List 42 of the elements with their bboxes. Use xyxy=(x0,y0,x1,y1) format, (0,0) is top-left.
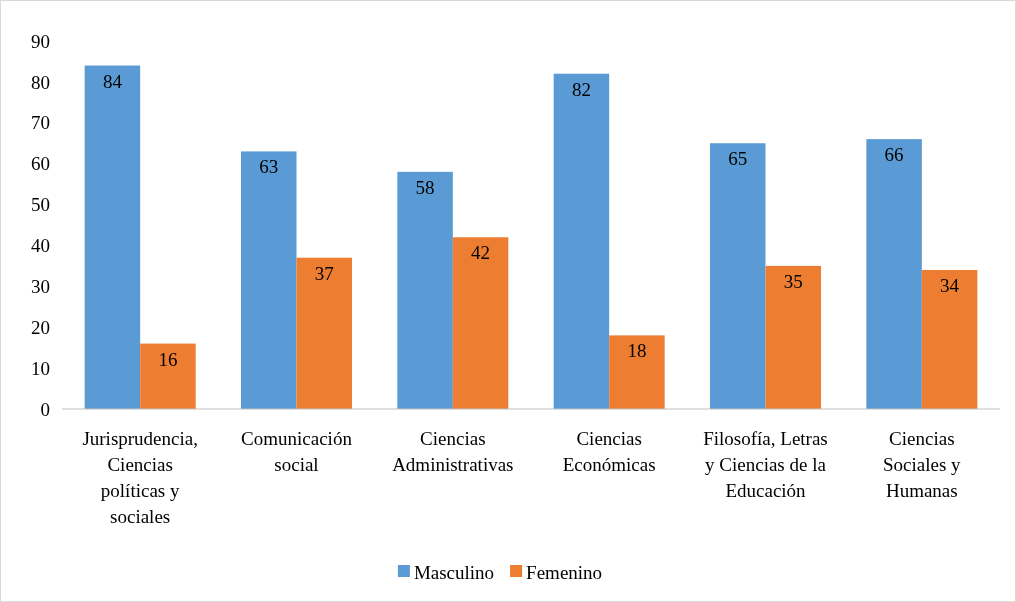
x-tick-label: Filosofía, Letras y Ciencias de la Educación xyxy=(703,428,828,501)
bar xyxy=(397,171,453,409)
y-tick-label: 60 xyxy=(31,153,50,175)
data-label: 58 xyxy=(415,176,435,198)
data-label: 82 xyxy=(571,78,591,100)
data-label: 37 xyxy=(314,262,334,284)
bar xyxy=(765,265,821,409)
data-label: 35 xyxy=(783,270,803,292)
y-tick-label: 40 xyxy=(31,235,50,257)
bar xyxy=(296,257,352,409)
x-tick-label: Comunicación social xyxy=(241,428,353,475)
y-tick-label: 30 xyxy=(31,275,50,297)
bar xyxy=(241,151,297,409)
data-label: 34 xyxy=(940,274,960,296)
data-label: 16 xyxy=(158,348,178,370)
y-tick-label: 50 xyxy=(31,194,50,216)
y-tick-label: 10 xyxy=(31,357,50,379)
data-label: 66 xyxy=(884,144,904,166)
y-tick-label: 80 xyxy=(31,71,50,93)
x-tick-label: Ciencias Administrativas xyxy=(392,428,514,475)
y-tick-label: 70 xyxy=(31,112,50,134)
data-label: 63 xyxy=(259,156,279,178)
data-label: 84 xyxy=(102,70,123,92)
legend-label: Masculino xyxy=(413,561,495,583)
x-tick-label: Ciencias Económicas xyxy=(562,428,656,475)
data-label: 65 xyxy=(728,148,748,170)
y-tick-label: 90 xyxy=(31,30,50,52)
data-label: 18 xyxy=(627,340,647,362)
bar xyxy=(866,139,922,409)
bar xyxy=(921,269,978,409)
y-tick-label: 0 xyxy=(40,398,50,420)
bar xyxy=(609,335,665,409)
x-tick-label: Ciencias Sociales y Humanas xyxy=(883,428,962,501)
data-label: 42 xyxy=(471,242,491,264)
bar xyxy=(710,143,766,409)
bar xyxy=(452,237,509,409)
legend-label: Femenino xyxy=(526,561,603,583)
y-tick-label: 20 xyxy=(31,316,50,338)
bar xyxy=(84,65,141,409)
x-tick-label: Jurisprudencia, Ciencias políticas y sociales xyxy=(82,428,198,527)
bar xyxy=(553,73,610,409)
bar xyxy=(140,343,196,409)
